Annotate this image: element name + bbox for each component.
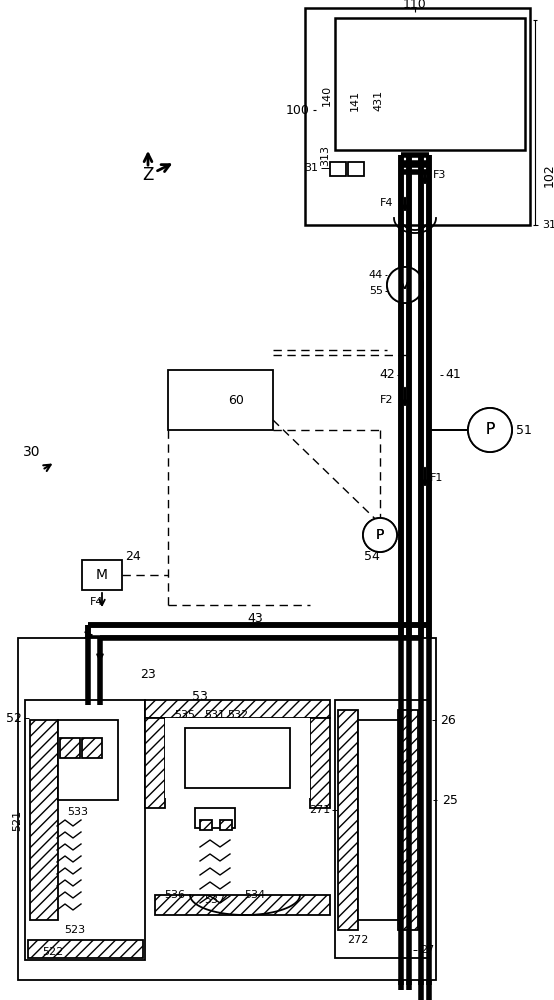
Bar	[25, 700, 145, 960]
Bar	[185, 728, 290, 788]
Text: 53: 53	[192, 690, 208, 704]
Bar	[18, 638, 436, 980]
Bar	[82, 560, 122, 590]
Text: 534: 534	[244, 890, 265, 900]
Circle shape	[363, 518, 397, 552]
Text: P: P	[376, 528, 384, 542]
Text: 141: 141	[350, 89, 360, 111]
Circle shape	[387, 267, 423, 303]
Text: 51: 51	[516, 424, 532, 436]
Bar	[60, 738, 80, 758]
Text: 25: 25	[442, 794, 458, 806]
Bar	[358, 720, 398, 920]
Bar	[195, 808, 235, 828]
Bar	[82, 738, 102, 758]
Text: F4: F4	[90, 597, 104, 607]
Text: 271: 271	[309, 805, 330, 815]
Bar	[338, 710, 358, 930]
Text: 41: 41	[445, 368, 461, 381]
Text: 272: 272	[347, 935, 369, 945]
Text: 31: 31	[542, 220, 554, 230]
Text: 31: 31	[304, 163, 318, 173]
Text: 43: 43	[247, 611, 263, 624]
Bar	[155, 895, 330, 915]
Text: P: P	[376, 528, 384, 542]
Text: P: P	[485, 422, 495, 438]
Text: V: V	[400, 278, 410, 292]
Text: F3: F3	[433, 170, 447, 180]
Bar	[220, 820, 232, 830]
Text: 140: 140	[322, 84, 332, 106]
Text: 533: 533	[68, 807, 89, 817]
Bar	[168, 370, 273, 430]
Bar	[335, 18, 525, 150]
Text: 100: 100	[286, 104, 310, 116]
Text: 60: 60	[228, 393, 244, 406]
Bar	[58, 720, 118, 800]
Text: 102: 102	[543, 163, 554, 187]
Text: 531: 531	[204, 710, 225, 720]
Text: Z: Z	[142, 166, 153, 184]
Text: 55: 55	[369, 286, 383, 296]
Text: 44: 44	[369, 270, 383, 280]
Text: V: V	[400, 278, 410, 292]
Text: 52: 52	[6, 712, 22, 724]
Circle shape	[468, 408, 512, 452]
Bar	[30, 720, 58, 920]
Circle shape	[387, 267, 423, 303]
Bar	[28, 940, 143, 958]
Text: P: P	[485, 422, 495, 438]
Text: 532: 532	[228, 710, 249, 720]
Text: 536: 536	[165, 890, 186, 900]
Bar	[348, 162, 364, 176]
Text: M: M	[96, 568, 108, 582]
Text: 23: 23	[140, 668, 156, 682]
Text: 30: 30	[23, 445, 41, 459]
Text: 523: 523	[64, 925, 85, 935]
Text: 26: 26	[440, 714, 456, 726]
Text: 27: 27	[420, 945, 434, 955]
Text: 54: 54	[364, 550, 380, 564]
Text: F2: F2	[380, 395, 394, 405]
Text: 431: 431	[373, 89, 383, 111]
Bar	[335, 700, 430, 958]
Text: 110: 110	[403, 0, 427, 11]
Text: 313: 313	[320, 144, 330, 165]
Bar	[165, 718, 310, 798]
Text: F4: F4	[380, 198, 394, 208]
Bar	[200, 820, 212, 830]
Text: F1: F1	[430, 473, 444, 483]
Bar	[330, 162, 346, 176]
Circle shape	[468, 408, 512, 452]
Text: 535: 535	[175, 710, 196, 720]
Bar	[145, 700, 330, 718]
Text: 537: 537	[204, 895, 225, 905]
Bar	[305, 8, 530, 225]
Text: 42: 42	[379, 368, 395, 381]
Bar	[310, 718, 330, 808]
Text: 521: 521	[12, 809, 22, 831]
Text: 522: 522	[42, 947, 64, 957]
Circle shape	[363, 518, 397, 552]
Bar	[358, 720, 398, 920]
Text: 24: 24	[125, 550, 141, 564]
Bar	[145, 718, 165, 808]
Bar	[398, 710, 418, 930]
